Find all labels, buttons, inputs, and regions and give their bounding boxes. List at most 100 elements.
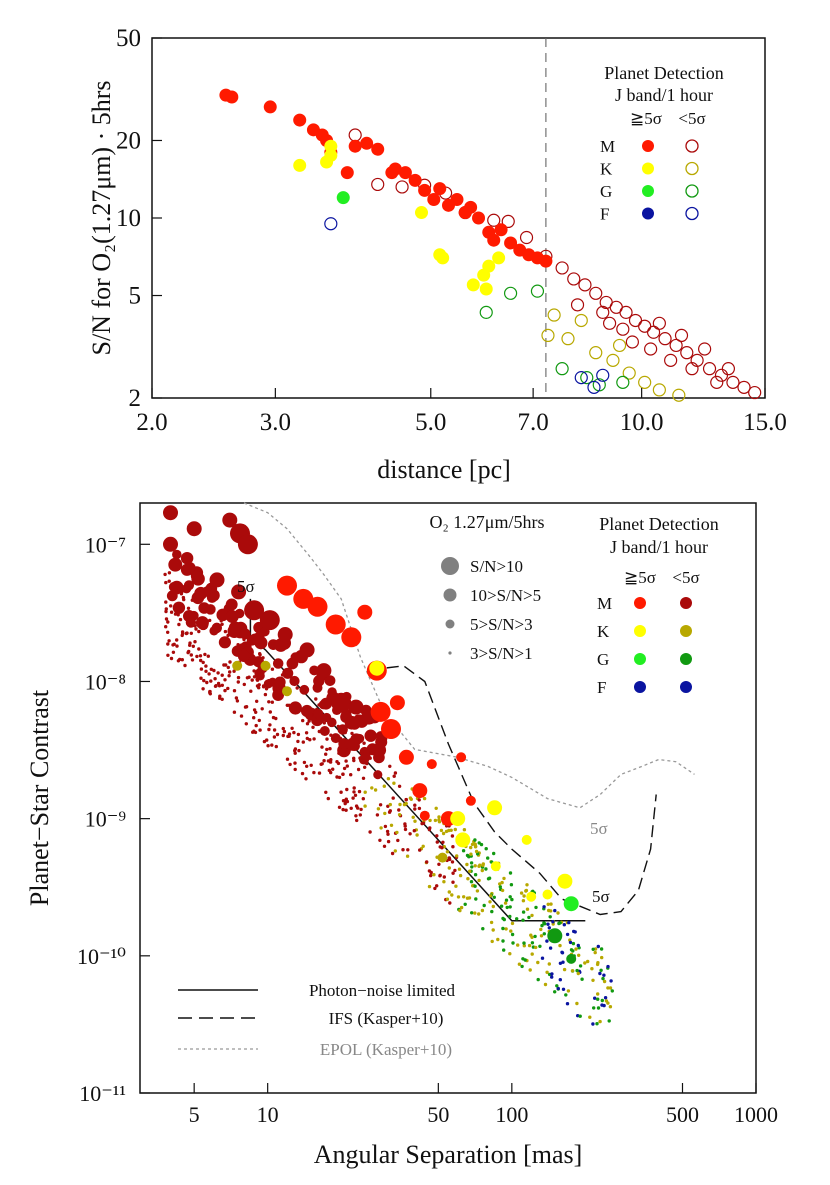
- bottom-point-faint: [223, 688, 227, 693]
- bottom-point-faint: [354, 814, 358, 818]
- bottom-point-faint: [427, 827, 432, 832]
- top-point-M-nondetect: [674, 328, 689, 343]
- bottom-point-K-nondetect: [260, 660, 271, 671]
- bottom-point-faint: [498, 882, 502, 886]
- bottom-point-faint: [350, 731, 354, 736]
- bottom-x-ticks: 5 10 50 100 500 1000: [189, 1083, 778, 1127]
- bottom-point-faint: [175, 644, 179, 648]
- bottom-point-faint: [604, 999, 609, 1003]
- bottom-point-faint: [521, 910, 526, 914]
- bottom-point-faint: [176, 659, 181, 663]
- top-y-tick-label: 20: [116, 127, 141, 154]
- top-point-M-nondetect: [596, 305, 610, 319]
- bottom-point-faint: [389, 823, 394, 827]
- bottom-point-faint: [223, 629, 228, 634]
- bottom-point-faint: [565, 1002, 570, 1006]
- top-point-M-detect: [293, 113, 307, 127]
- bottom-point-faint: [272, 735, 277, 739]
- bottom-point-faint: [272, 728, 277, 732]
- line-legend: Photon−noise limited IFS (Kasper+10) EPO…: [178, 981, 456, 1059]
- bottom-point-faint: [267, 700, 271, 704]
- bottom-point-faint: [603, 996, 608, 1000]
- bottom-point-faint: [329, 758, 333, 762]
- bottom-point-faint: [356, 806, 360, 810]
- size-legend: O₂ 1.27μm/5hrs S/N>10 10>S/N>5 5>S/N>3 3>S/…: [430, 512, 545, 663]
- bottom-point-faint: [602, 973, 606, 977]
- bottom-point-faint: [469, 852, 473, 856]
- bottom-point-M-nondetect: [200, 587, 211, 598]
- bottom-point-faint: [501, 926, 505, 931]
- bottom-point-faint: [466, 877, 470, 881]
- bottom-point-faint: [434, 806, 438, 810]
- top-point-M-nondetect: [644, 342, 658, 356]
- bottom-point-faint: [578, 1014, 582, 1018]
- bottom-point-faint: [232, 669, 236, 673]
- bottom-point-M-detect: [412, 783, 428, 799]
- bottom-point-faint: [492, 851, 496, 856]
- bottom-point-faint: [470, 911, 474, 915]
- bottom-point-faint: [555, 984, 559, 988]
- bottom-point-faint: [345, 764, 349, 768]
- bottom-point-faint: [166, 642, 170, 646]
- bottom-point-faint: [197, 647, 201, 651]
- bottom-point-faint: [220, 683, 224, 687]
- bottom-point-faint: [602, 979, 607, 984]
- bottom-point-faint: [553, 990, 557, 994]
- bottom-point-faint: [308, 738, 312, 742]
- bottom-point-M-nondetect: [190, 570, 202, 582]
- top-y-ticks: 2 5 10 20 50: [116, 25, 162, 412]
- bottom-point-faint: [311, 725, 315, 729]
- bottom-point-faint: [508, 871, 513, 875]
- bottom-point-faint: [164, 607, 168, 611]
- bottom-point-faint: [167, 639, 171, 643]
- top-x-axis-label: distance [pc]: [377, 455, 511, 484]
- bottom-point-M-nondetect: [168, 582, 179, 592]
- bottom-point-faint: [293, 747, 298, 751]
- bottom-point-M-nondetect: [180, 563, 194, 576]
- bottom-point-faint: [355, 818, 359, 823]
- bottom-point-faint: [575, 1001, 579, 1006]
- top-point-G-detect: [336, 191, 350, 205]
- top-legend-marker-F-nondetect: [685, 206, 699, 221]
- bottom-point-faint: [383, 824, 388, 829]
- bottom-point-faint: [386, 777, 391, 781]
- bottom-point-faint: [325, 747, 329, 752]
- bottom-point-faint: [600, 955, 604, 960]
- bottom-point-K-detect: [487, 800, 503, 816]
- bottom-point-faint: [593, 950, 597, 955]
- bottom-point-faint: [557, 921, 561, 926]
- bottom-point-faint: [341, 807, 345, 812]
- bottom-point-faint: [521, 918, 525, 922]
- bottom-point-faint: [516, 943, 520, 947]
- top-point-G-nondetect: [479, 305, 493, 319]
- bottom-point-faint: [500, 888, 505, 893]
- top-point-M-nondetect: [602, 316, 617, 330]
- bottom-point-faint: [486, 856, 490, 860]
- bottom-point-faint: [352, 790, 356, 794]
- bottom-point-faint: [209, 667, 213, 671]
- bottom-point-faint: [465, 862, 469, 867]
- bottom-legend-label-F: F: [597, 678, 606, 697]
- bottom-point-M-nondetect: [274, 676, 286, 688]
- bottom-point-faint: [228, 670, 232, 674]
- bottom-point-faint: [421, 844, 425, 848]
- top-legend-marker-K-detect: [642, 162, 654, 175]
- bottom-point-faint: [511, 941, 515, 945]
- bottom-point-faint: [601, 976, 605, 981]
- bottom-point-faint: [444, 829, 449, 834]
- bottom-point-faint: [260, 707, 264, 711]
- bottom-point-faint: [459, 905, 464, 910]
- bottom-point-M-nondetect: [205, 604, 216, 615]
- bottom-point-faint: [378, 803, 383, 807]
- bottom-point-faint: [527, 943, 532, 948]
- top-panel-sn-vs-distance: 2.0 3.0 5.0 7.0 10.0 15.0 2 5 10 20 50 distance […: [87, 25, 787, 484]
- bottom-point-M-nondetect: [231, 584, 247, 600]
- top-y-tick-label: 2: [129, 385, 142, 412]
- bottom-point-faint: [408, 832, 412, 836]
- bottom-point-faint: [457, 867, 462, 871]
- bottom-point-faint: [361, 776, 366, 780]
- bottom-point-faint: [270, 667, 275, 671]
- bottom-point-faint: [292, 730, 296, 735]
- bottom-point-faint: [373, 788, 378, 792]
- top-point-M-nondetect: [567, 272, 581, 286]
